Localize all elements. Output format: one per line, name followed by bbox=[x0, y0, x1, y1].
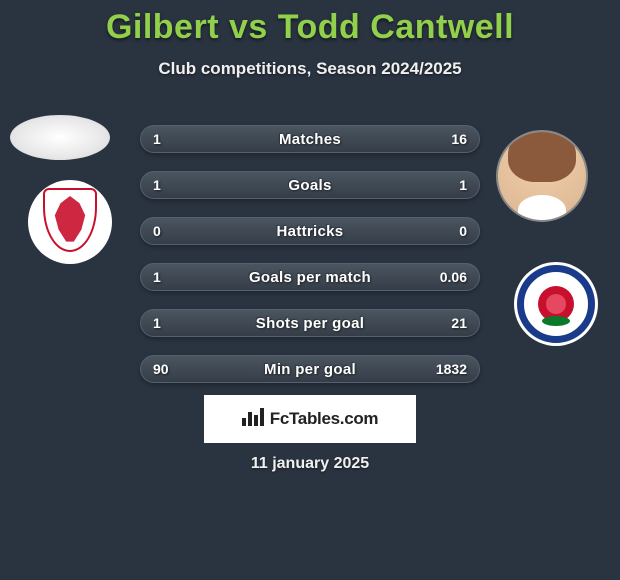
player-left-placeholder bbox=[10, 115, 110, 160]
stat-left-value: 1 bbox=[153, 315, 161, 331]
blackburn-crest-icon bbox=[517, 265, 595, 343]
stat-row-hattricks: 0 Hattricks 0 bbox=[140, 217, 480, 245]
date-label: 11 january 2025 bbox=[0, 455, 620, 473]
stat-row-goals: 1 Goals 1 bbox=[140, 171, 480, 199]
subtitle: Club competitions, Season 2024/2025 bbox=[0, 59, 620, 79]
stat-right-value: 1832 bbox=[436, 361, 467, 377]
attribution-badge[interactable]: FcTables.com bbox=[204, 395, 416, 443]
stat-label: Goals bbox=[288, 177, 331, 194]
club-badge-left bbox=[28, 180, 112, 264]
stat-left-value: 1 bbox=[153, 177, 161, 193]
stat-label: Min per goal bbox=[264, 361, 356, 378]
stat-row-matches: 1 Matches 16 bbox=[140, 125, 480, 153]
stat-label: Goals per match bbox=[249, 269, 371, 286]
stat-right-value: 0 bbox=[459, 223, 467, 239]
stats-table: 1 Matches 16 1 Goals 1 0 Hattricks 0 1 G… bbox=[140, 125, 480, 401]
stat-row-min-per-goal: 90 Min per goal 1832 bbox=[140, 355, 480, 383]
stat-right-value: 0.06 bbox=[440, 269, 467, 285]
page-title: Gilbert vs Todd Cantwell bbox=[0, 0, 620, 47]
middlesbrough-crest-icon bbox=[41, 188, 99, 256]
stat-right-value: 21 bbox=[451, 315, 467, 331]
stat-left-value: 1 bbox=[153, 131, 161, 147]
stat-row-goals-per-match: 1 Goals per match 0.06 bbox=[140, 263, 480, 291]
stat-label: Matches bbox=[279, 131, 341, 148]
club-badge-right bbox=[514, 262, 598, 346]
attribution-text: FcTables.com bbox=[270, 409, 379, 429]
stat-left-value: 0 bbox=[153, 223, 161, 239]
chart-bars-icon bbox=[242, 408, 264, 431]
stat-left-value: 90 bbox=[153, 361, 169, 377]
stat-label: Hattricks bbox=[277, 223, 344, 240]
stat-label: Shots per goal bbox=[256, 315, 364, 332]
stat-right-value: 16 bbox=[451, 131, 467, 147]
stat-row-shots-per-goal: 1 Shots per goal 21 bbox=[140, 309, 480, 337]
player-right-photo bbox=[496, 130, 588, 222]
stat-left-value: 1 bbox=[153, 269, 161, 285]
stat-right-value: 1 bbox=[459, 177, 467, 193]
